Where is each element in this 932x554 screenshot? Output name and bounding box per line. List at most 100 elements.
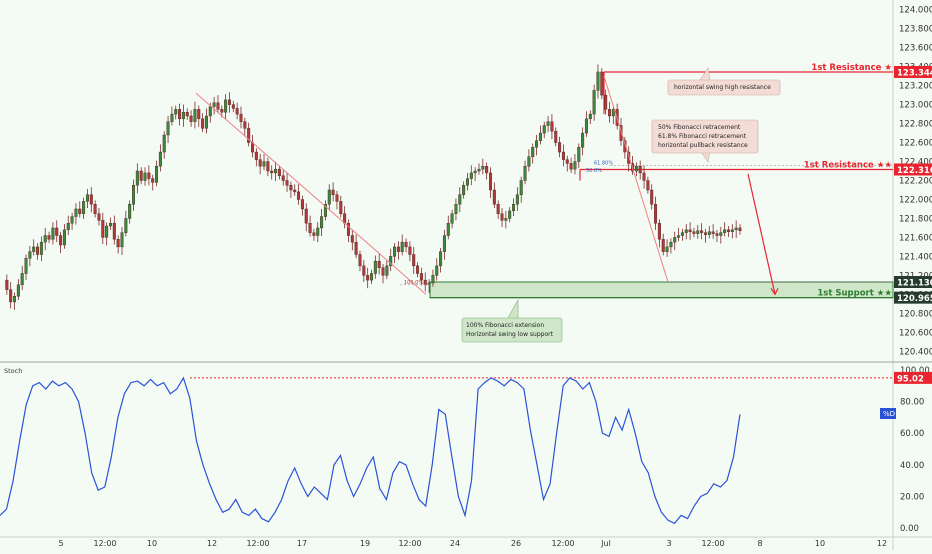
candle-body bbox=[124, 218, 128, 233]
candle-body bbox=[619, 125, 623, 141]
annotation-tail bbox=[507, 298, 519, 319]
candle-body bbox=[193, 109, 197, 122]
candle-body bbox=[381, 267, 385, 276]
candle-body bbox=[323, 204, 327, 217]
candle-body bbox=[212, 102, 216, 107]
candle-body bbox=[346, 222, 350, 236]
candle-body bbox=[435, 265, 439, 276]
candle-body bbox=[634, 166, 638, 172]
candle-body bbox=[20, 273, 24, 286]
candle-body bbox=[16, 284, 20, 297]
candle-body bbox=[32, 246, 36, 252]
candle-body bbox=[488, 172, 492, 191]
price-tag-label: 123.344 bbox=[897, 68, 932, 78]
candle-body bbox=[247, 128, 251, 143]
annotation-text: 100% Fibonacci extension bbox=[466, 322, 544, 329]
candle-body bbox=[197, 109, 201, 120]
candle-body bbox=[300, 199, 304, 210]
candle-body bbox=[412, 254, 416, 267]
candle-body bbox=[500, 213, 504, 221]
swing-trendline bbox=[603, 76, 669, 283]
stoch-tick-label: 20.00 bbox=[900, 492, 924, 502]
candle-body bbox=[389, 256, 393, 267]
stoch-badge-label: %D bbox=[883, 410, 895, 418]
price-tick-label: 122.800 bbox=[899, 120, 932, 130]
candle-body bbox=[208, 106, 212, 117]
candle-body bbox=[581, 132, 585, 148]
candle-body bbox=[24, 258, 28, 274]
candle-body bbox=[465, 178, 469, 186]
candle-body bbox=[646, 180, 650, 191]
candle-body bbox=[120, 232, 124, 248]
candle-body bbox=[331, 189, 335, 195]
candle-body bbox=[688, 229, 692, 232]
candle-body bbox=[442, 235, 446, 252]
annotation-tail bbox=[699, 67, 711, 81]
price-tag bbox=[894, 291, 932, 304]
price-tick-label: 123.600 bbox=[899, 44, 932, 54]
candle-body bbox=[320, 216, 324, 229]
candle-body bbox=[431, 275, 435, 284]
projection-arrowhead bbox=[770, 288, 779, 296]
candle-body bbox=[185, 111, 189, 117]
stoch-tick-label: 40.00 bbox=[900, 461, 924, 471]
candle-body bbox=[700, 230, 704, 233]
candle-body bbox=[596, 71, 600, 91]
candle-body bbox=[573, 161, 577, 170]
candle-body bbox=[254, 151, 258, 160]
candle-body bbox=[419, 273, 423, 281]
candle-body bbox=[158, 151, 162, 167]
fib-label: 50.0% bbox=[586, 168, 602, 174]
candle-body bbox=[377, 260, 381, 268]
candle-body bbox=[715, 233, 719, 236]
price-tick-label: 120.800 bbox=[899, 309, 932, 319]
candle-body bbox=[642, 172, 646, 181]
candle-body bbox=[492, 189, 496, 205]
candle-body bbox=[404, 241, 408, 248]
candle-body bbox=[204, 115, 208, 129]
price-tick-label: 121.600 bbox=[899, 233, 932, 243]
time-tick-label: 12 bbox=[877, 539, 887, 548]
candle-body bbox=[262, 161, 266, 167]
candle-body bbox=[592, 90, 596, 115]
candle-body bbox=[446, 222, 450, 236]
candle-body bbox=[274, 168, 278, 174]
candle-body bbox=[181, 111, 185, 120]
candle-body bbox=[393, 246, 397, 257]
time-tick-label: 26 bbox=[511, 539, 521, 548]
candle-body bbox=[293, 189, 297, 193]
candle-body bbox=[408, 246, 412, 255]
stoch-level-tag bbox=[894, 371, 932, 384]
candle-body bbox=[151, 178, 155, 183]
candle-body bbox=[696, 230, 700, 234]
candle-body bbox=[604, 94, 608, 110]
candle-body bbox=[469, 172, 473, 179]
candle-body bbox=[147, 172, 151, 179]
candle-body bbox=[339, 201, 343, 214]
candle-body bbox=[97, 213, 101, 221]
candle-body bbox=[462, 185, 466, 195]
candle-body bbox=[561, 151, 565, 160]
candle-body bbox=[577, 147, 581, 162]
stoch-line bbox=[0, 376, 741, 525]
candle-body bbox=[277, 168, 281, 176]
candle-body bbox=[327, 189, 331, 205]
stoch-badge bbox=[880, 408, 896, 419]
candle-body bbox=[358, 254, 362, 267]
candle-body bbox=[266, 161, 270, 172]
time-tick-label: 12:00 bbox=[551, 539, 574, 548]
candle-body bbox=[78, 208, 82, 214]
candle-body bbox=[143, 172, 147, 181]
candle-body bbox=[366, 275, 370, 281]
candle-body bbox=[730, 229, 734, 232]
candle-body bbox=[723, 229, 727, 233]
candle-body bbox=[535, 140, 539, 148]
candle-body bbox=[523, 166, 527, 181]
candle-body bbox=[584, 118, 588, 134]
fib-label: 61.80% bbox=[594, 160, 613, 166]
candle-body bbox=[239, 113, 243, 122]
swing-trendline bbox=[195, 92, 427, 295]
candle-body bbox=[85, 194, 89, 202]
candle-body bbox=[47, 235, 51, 240]
